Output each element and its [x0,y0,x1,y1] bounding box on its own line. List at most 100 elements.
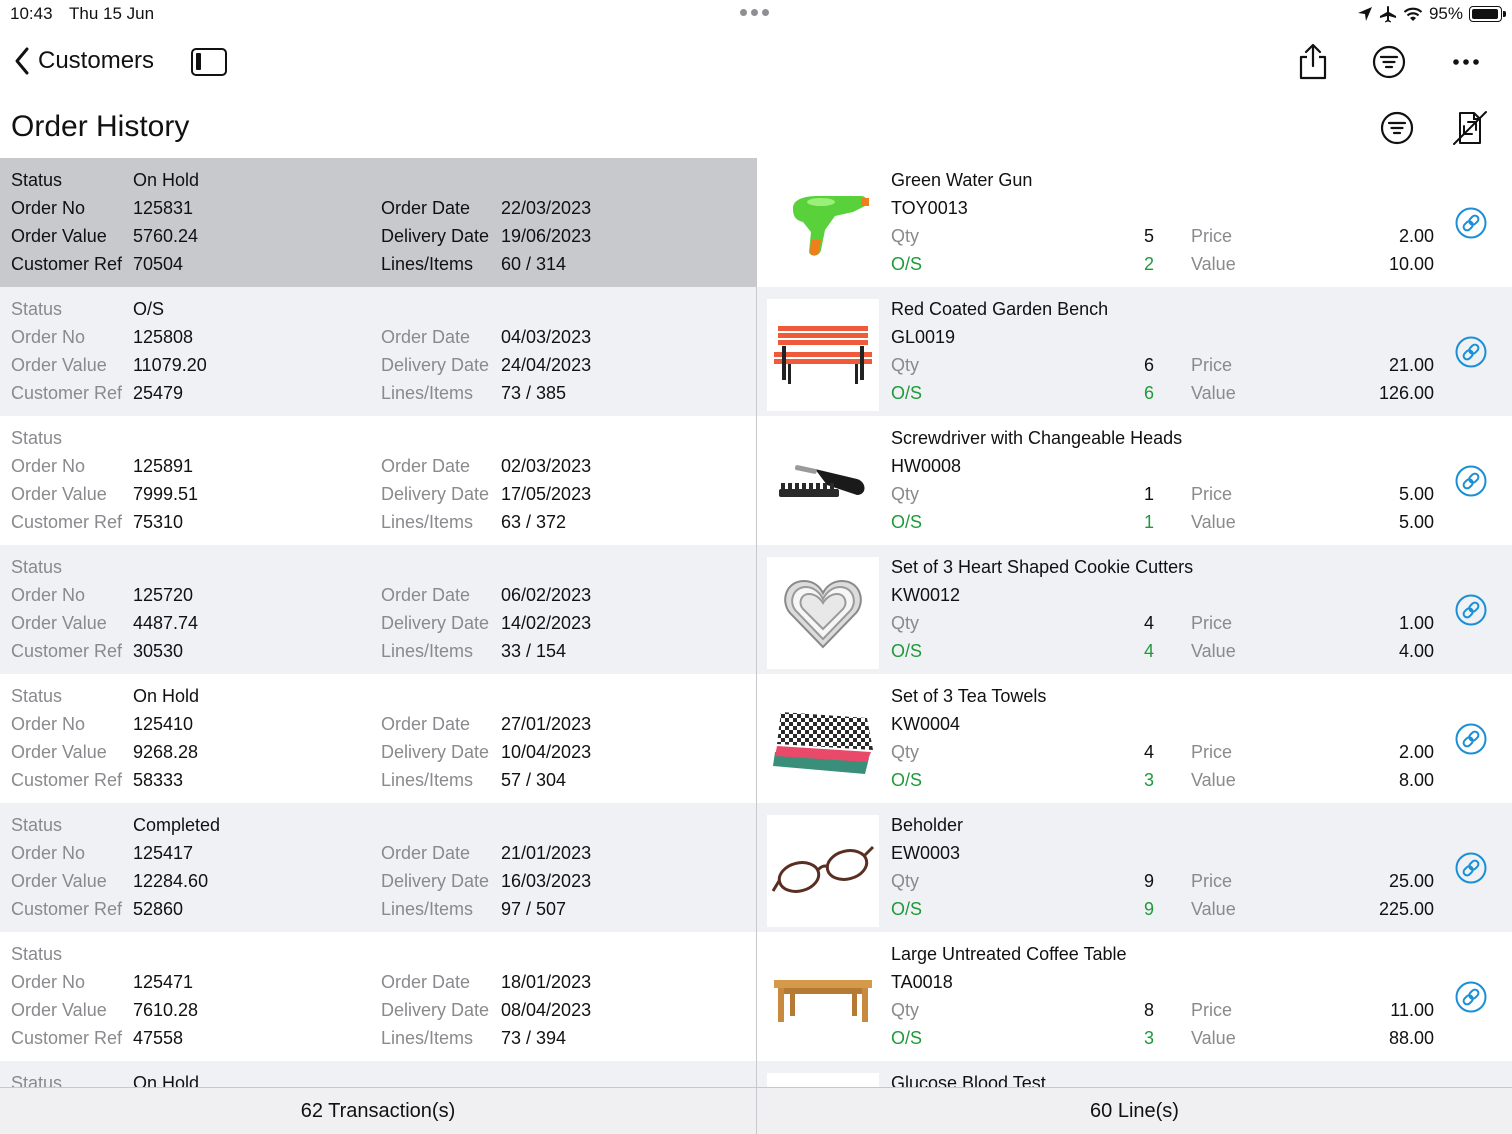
lines-items-value: 97 / 507 [501,899,567,919]
delivery-date-label: Delivery Date [381,484,490,504]
delivery-date-label: Delivery Date [381,871,490,891]
more-options-icon[interactable] [1446,42,1486,82]
price-label: Price [1191,613,1233,633]
sidebar-toggle-icon[interactable] [191,48,227,76]
order-row[interactable]: Status O/S Order No 125808 Order Value 11079.… [0,287,756,416]
product-name: Large Untreated Coffee Table [891,944,1127,964]
order-row[interactable]: Status On Hold Order No 125410 Order Value 92… [0,674,756,803]
order-no-label: Order No [11,456,86,476]
back-button[interactable]: Customers [14,46,154,76]
qty-label: Qty [891,1000,920,1020]
order-line-row[interactable]: Set of 3 Heart Shaped Cookie Cutters KW00… [757,545,1512,674]
battery-percent: 95% [1428,4,1463,23]
page-title: Order History [11,110,190,143]
order-line-row[interactable]: Screwdriver with Changeable Heads HW0008 Q… [757,416,1512,545]
price-label: Price [1191,742,1233,762]
delivery-date-label: Delivery Date [381,742,490,762]
order-value-value: 5760.24 [133,226,199,246]
order-lines-list[interactable]: Green Water Gun TOY0013 Qty O/S 5 2 Price Value… [757,158,1512,1087]
order-no-label: Order No [11,714,86,734]
price-label: Price [1191,226,1233,246]
product-name: Glucose Blood Test [891,1073,1046,1087]
lines-items-label: Lines/Items [381,383,474,403]
order-row[interactable]: Status On Hold Order No 125831 Order Value 57… [0,158,756,287]
order-value-value: 7610.28 [133,1000,199,1020]
share-icon[interactable] [1293,42,1333,82]
order-no-value: 125471 [133,972,194,992]
customer-ref-label: Customer Ref [11,512,123,532]
link-icon[interactable] [1454,593,1488,627]
os-value: 3 [1143,770,1154,790]
qty-value: 6 [1143,355,1154,375]
order-no-value: 125410 [133,714,194,734]
order-line-row[interactable]: Green Water Gun TOY0013 Qty O/S 5 2 Price Value… [757,158,1512,287]
order-date-value: 22/03/2023 [501,198,592,218]
order-row[interactable]: Status Order No 125471 Order Value 7610.28 Cu… [0,932,756,1061]
status-value: O/S [133,299,165,319]
order-value-label: Order Value [11,226,107,246]
customer-ref-value: 52860 [133,899,184,919]
product-image-cookie-cutter [767,557,879,669]
order-date-label: Order Date [381,456,471,476]
product-code: GL0019 [891,327,956,347]
delivery-date-value: 10/04/2023 [501,742,592,762]
value-label: Value [1191,512,1236,532]
link-icon[interactable] [1454,851,1488,885]
order-no-label: Order No [11,327,86,347]
order-line-row[interactable]: Red Coated Garden Bench GL0019 Qty O/S 6 6 Pri… [757,287,1512,416]
price-value: 1.00 [1398,613,1434,633]
qty-label: Qty [891,871,920,891]
product-image-glasses [767,815,879,927]
order-date-value: 18/01/2023 [501,972,592,992]
chevron-left-icon [15,47,29,75]
lines-items-label: Lines/Items [381,254,474,274]
order-line-row[interactable]: Glucose Blood TestQtyO/SPriceValue [757,1061,1512,1087]
filter-icon[interactable] [1369,42,1409,82]
os-label: O/S [891,1028,923,1048]
panel-divider [756,158,757,1134]
multitasking-dots-icon[interactable] [740,9,769,16]
link-icon[interactable] [1454,464,1488,498]
value-value: 88.00 [1388,1028,1434,1048]
delivery-date-label: Delivery Date [381,226,490,246]
qty-label: Qty [891,742,920,762]
value-label: Value [1191,254,1236,274]
status-label: Status [11,557,63,577]
link-icon[interactable] [1454,722,1488,756]
order-line-row[interactable]: Large Untreated Coffee Table TA0018 Qty O/S… [757,932,1512,1061]
os-label: O/S [891,254,923,274]
product-name: Set of 3 Tea Towels [891,686,1047,706]
link-icon[interactable] [1454,335,1488,369]
order-value-label: Order Value [11,1000,107,1020]
order-list[interactable]: Status On Hold Order No 125831 Order Value 57… [0,158,756,1087]
order-filter-icon[interactable] [1377,108,1417,148]
order-value-label: Order Value [11,742,107,762]
order-row[interactable]: Status Order No 125720 Order Value 4487.74 Cu… [0,545,756,674]
product-code: KW0004 [891,714,961,734]
link-icon[interactable] [1454,206,1488,240]
status-value: On Hold [133,686,200,706]
customer-ref-value: 75310 [133,512,184,532]
customer-ref-label: Customer Ref [11,254,123,274]
order-value-label: Order Value [11,613,107,633]
lines-items-value: 57 / 304 [501,770,567,790]
order-line-row[interactable]: Set of 3 Tea Towels KW0004 Qty O/S 4 3 Price Va… [757,674,1512,803]
order-no-label: Order No [11,585,86,605]
product-image-tea-towels [767,686,879,798]
delivery-date-value: 19/06/2023 [501,226,592,246]
value-label: Value [1191,641,1236,661]
order-row[interactable]: Status Order No 125891 Order Value 7999.51 Cu… [0,416,756,545]
link-icon[interactable] [1454,980,1488,1014]
price-value: 25.00 [1388,871,1434,891]
os-value: 3 [1143,1028,1154,1048]
value-value: 8.00 [1398,770,1434,790]
product-image-bench [767,299,879,411]
order-line-row[interactable]: Beholder EW0003 Qty O/S 9 9 Price Value 25.00 225… [757,803,1512,932]
lines-items-label: Lines/Items [381,641,474,661]
delivery-date-value: 14/02/2023 [501,613,592,633]
order-row[interactable]: Status Completed Order No 125417 Order Value… [0,803,756,932]
price-label: Price [1191,1000,1233,1020]
product-name: Screwdriver with Changeable Heads [891,428,1183,448]
collapse-arrows-icon[interactable] [1450,108,1490,148]
